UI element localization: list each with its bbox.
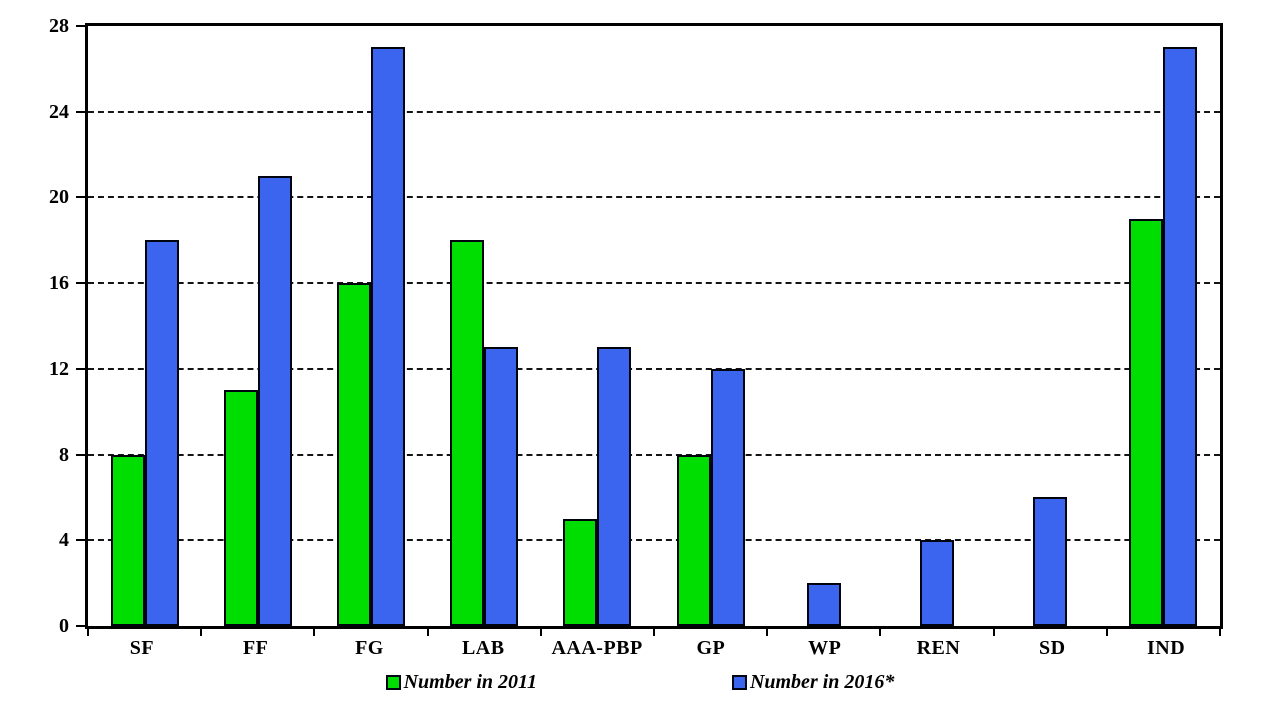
x-tick-mark: [1219, 629, 1221, 636]
legend: Number in 2011 Number in 2016*: [0, 671, 1280, 694]
y-tick-mark: [76, 625, 85, 627]
legend-label: Number in 2011: [403, 671, 537, 693]
bar-REN-series-2: [920, 540, 955, 626]
y-axis-label: 16: [49, 272, 69, 295]
legend-label: Number in 2016*: [749, 671, 895, 693]
category-label-AAA-PBP: AAA-PBP: [551, 637, 643, 659]
x-tick-mark: [200, 629, 203, 636]
y-tick-mark: [76, 453, 85, 456]
bar-LAB-series-1: [450, 240, 485, 626]
legend-item-series-2: Number in 2016*: [731, 671, 895, 694]
x-tick-mark: [766, 629, 769, 636]
x-tick-mark: [426, 629, 429, 636]
category-label-LAB: LAB: [461, 637, 505, 659]
bar-FG-series-1: [337, 283, 371, 626]
y-axis-label: 0: [59, 615, 69, 637]
y-tick-mark: [76, 282, 85, 285]
bar-FG-series-2: [371, 47, 405, 626]
category-label-FF: FF: [242, 637, 269, 659]
bar-SF-series-1: [110, 454, 145, 626]
plot-area: [85, 23, 1223, 629]
gridline-12: [88, 367, 1220, 370]
category-label-REN: REN: [916, 637, 961, 659]
bar-group-WP: [767, 26, 880, 626]
y-axis: 0 4 8 12 16 20 24 28: [0, 15, 85, 637]
y-axis-label: 12: [49, 357, 69, 380]
bar-LAB-series-2: [484, 347, 519, 626]
y-axis-label: 8: [59, 443, 69, 466]
gridlines-layer: [88, 26, 1220, 626]
bars-layer: [88, 26, 1220, 626]
gridline-4: [88, 539, 1220, 542]
bar-group-GP: [654, 26, 767, 626]
y-tick-mark: [76, 196, 85, 199]
x-tick-mark: [87, 629, 89, 636]
category-label-WP: WP: [808, 637, 842, 659]
gridline-20: [88, 196, 1220, 199]
gridline-24: [88, 110, 1220, 113]
bar-group-FG: [314, 26, 427, 626]
x-tick-mark: [653, 629, 655, 636]
bar-group-SD: [994, 26, 1107, 626]
bar-WP-series-2: [806, 583, 841, 626]
y-axis-label: 24: [49, 100, 69, 123]
x-axis-labels: SF FF FG LAB AAA-PBP GP WP REN SD IND: [85, 637, 1223, 660]
bar-SF-series-2: [144, 240, 179, 626]
x-tick-mark: [879, 629, 882, 636]
category-label-SF: SF: [129, 637, 155, 659]
legend-swatch-icon: [385, 675, 401, 690]
bar-IND-series-1: [1129, 218, 1164, 626]
y-axis-label: 20: [49, 186, 69, 209]
x-tick-mark: [1105, 629, 1108, 636]
category-label-FG: FG: [355, 637, 384, 659]
x-axis-ticks: [85, 629, 1223, 639]
category-label-IND: IND: [1146, 637, 1186, 659]
category-label-SD: SD: [1038, 637, 1066, 659]
bar-group-SF: [88, 26, 201, 626]
x-tick-mark: [992, 629, 995, 636]
gridline-8: [88, 453, 1220, 456]
category-label-GP: GP: [696, 637, 726, 659]
y-axis-label: 4: [59, 529, 69, 552]
gridline-16: [88, 282, 1220, 285]
bar-GP-series-2: [710, 368, 745, 626]
y-tick-mark: [76, 25, 85, 27]
bar-group-LAB: [428, 26, 541, 626]
legend-swatch-icon: [731, 675, 747, 690]
bar-group-AAA-PBP: [541, 26, 654, 626]
bar-group-REN: [880, 26, 993, 626]
bar-AAA-PBP-series-1: [563, 518, 598, 626]
bar-group-IND: [1107, 26, 1220, 626]
x-tick-mark: [539, 629, 542, 636]
bar-IND-series-2: [1163, 47, 1198, 626]
x-tick-mark: [313, 629, 316, 636]
y-tick-mark: [76, 539, 85, 542]
bar-FF-series-2: [257, 176, 292, 626]
y-axis-label: 28: [49, 15, 69, 37]
bar-group-FF: [201, 26, 314, 626]
legend-item-series-1: Number in 2011: [385, 671, 537, 694]
y-tick-mark: [76, 110, 85, 113]
bar-GP-series-1: [676, 454, 711, 626]
bar-AAA-PBP-series-2: [597, 347, 632, 626]
y-tick-mark: [76, 367, 85, 370]
bar-SD-series-2: [1033, 497, 1068, 626]
bar-FF-series-1: [223, 390, 258, 626]
